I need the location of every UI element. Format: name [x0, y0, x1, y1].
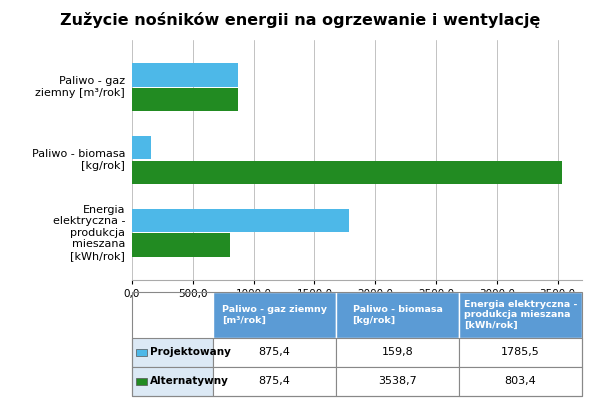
Text: 875,4: 875,4	[259, 347, 290, 357]
Text: Paliwo - biomasa
[kg/rok]: Paliwo - biomasa [kg/rok]	[353, 305, 442, 324]
Bar	[132, 136, 151, 159]
Bar	[132, 234, 230, 257]
Bar	[132, 63, 238, 86]
Text: Energia elektryczna -
produkcja mieszana
[kWh/rok]: Energia elektryczna - produkcja mieszana…	[464, 300, 577, 330]
Text: 875,4: 875,4	[259, 376, 290, 386]
Text: Projektowany: Projektowany	[150, 347, 231, 357]
Bar	[132, 88, 238, 111]
Text: Alternatywny: Alternatywny	[150, 376, 229, 386]
Bar	[132, 161, 562, 184]
Text: Paliwo - gaz ziemny
[m³/rok]: Paliwo - gaz ziemny [m³/rok]	[222, 305, 327, 324]
Text: 1785,5: 1785,5	[501, 347, 540, 357]
Text: 159,8: 159,8	[382, 347, 413, 357]
Bar	[132, 209, 349, 232]
Text: Zužycie nośników energii na ogrzewanie i wentylację: Zužycie nośników energii na ogrzewanie i…	[60, 12, 540, 28]
Text: 803,4: 803,4	[505, 376, 536, 386]
Text: 3538,7: 3538,7	[378, 376, 417, 386]
